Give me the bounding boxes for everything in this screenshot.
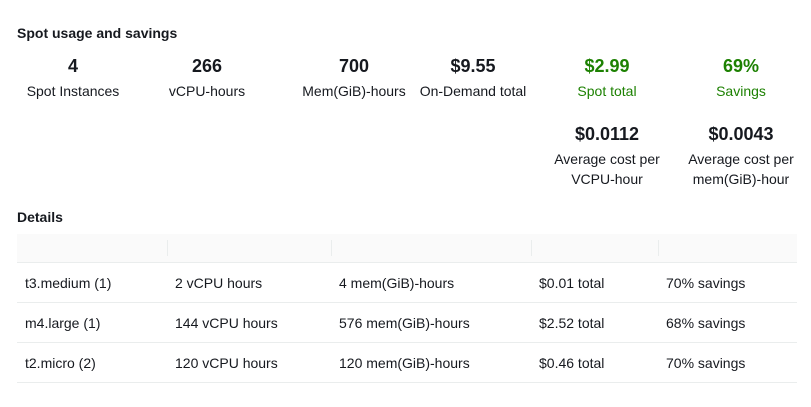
avg-cost-mem: $0.0043 Average cost per mem(GiB)-hour	[676, 123, 806, 189]
stat-value: 4	[67, 56, 78, 76]
stat-label: vCPU-hours	[168, 83, 246, 99]
total-cost: $2.52 total	[531, 302, 658, 343]
usage-title: Spot usage and savings	[17, 25, 178, 41]
table-row: m4.large (1) 144 vCPU hours 576 mem(GiB)-h…	[17, 302, 797, 343]
stat-label: Average cost per VCPU-hour	[554, 151, 660, 187]
instance-type: t2.micro (2)	[17, 342, 167, 383]
savings: 70% savings	[658, 262, 797, 303]
table-row: t3.medium (1) 2 vCPU hours 4 mem(GiB)-hour…	[17, 262, 797, 303]
mem-hours: 4 mem(GiB)-hours	[331, 262, 531, 303]
stat-spot-instances: 4 Spot Instances	[3, 55, 143, 101]
table-header	[17, 234, 797, 263]
header-cell	[167, 234, 331, 263]
avg-cost-vcpu: $0.0112 Average cost per VCPU-hour	[537, 123, 677, 189]
table-row: t2.micro (2) 120 vCPU hours 120 mem(GiB)-h…	[17, 342, 797, 383]
stat-label: Average cost per mem(GiB)-hour	[688, 151, 794, 187]
stat-label: Spot total	[577, 83, 637, 99]
stat-label: Spot Instances	[26, 83, 120, 99]
header-cell	[17, 234, 167, 263]
vcpu-hours: 120 vCPU hours	[167, 342, 331, 383]
savings: 68% savings	[658, 302, 797, 343]
vcpu-hours: 2 vCPU hours	[167, 262, 331, 303]
header-cell	[531, 234, 658, 263]
instance-type: t3.medium (1)	[17, 262, 167, 303]
stat-value: $0.0043	[708, 124, 774, 144]
stat-vcpu-hours: 266 vCPU-hours	[137, 55, 277, 101]
stat-value: 700	[338, 56, 370, 76]
stat-label: Savings	[716, 83, 766, 99]
savings: 70% savings	[658, 342, 797, 383]
details-table: t3.medium (1) 2 vCPU hours 4 mem(GiB)-hour…	[17, 234, 797, 383]
mem-hours: 576 mem(GiB)-hours	[331, 302, 531, 343]
total-cost: $0.01 total	[531, 262, 658, 303]
details-title: Details	[17, 209, 63, 225]
header-cell	[331, 234, 531, 263]
header-cell	[658, 234, 797, 263]
stat-value: $0.0112	[574, 124, 640, 144]
stat-label: On-Demand total	[419, 83, 527, 99]
stat-label: Mem(GiB)-hours	[302, 83, 406, 99]
mem-hours: 120 mem(GiB)-hours	[331, 342, 531, 383]
stat-spot-total: $2.99 Spot total	[537, 55, 677, 101]
stat-mem-hours: 700 Mem(GiB)-hours	[284, 55, 424, 101]
vcpu-hours: 144 vCPU hours	[167, 302, 331, 343]
stat-value: 266	[191, 56, 223, 76]
stat-value: $9.55	[450, 56, 496, 76]
total-cost: $0.46 total	[531, 342, 658, 383]
stat-savings: 69% Savings	[671, 55, 811, 101]
stat-value: 69%	[722, 56, 760, 76]
instance-type: m4.large (1)	[17, 302, 167, 343]
stat-on-demand-total: $9.55 On-Demand total	[403, 55, 543, 101]
stat-value: $2.99	[584, 56, 630, 76]
